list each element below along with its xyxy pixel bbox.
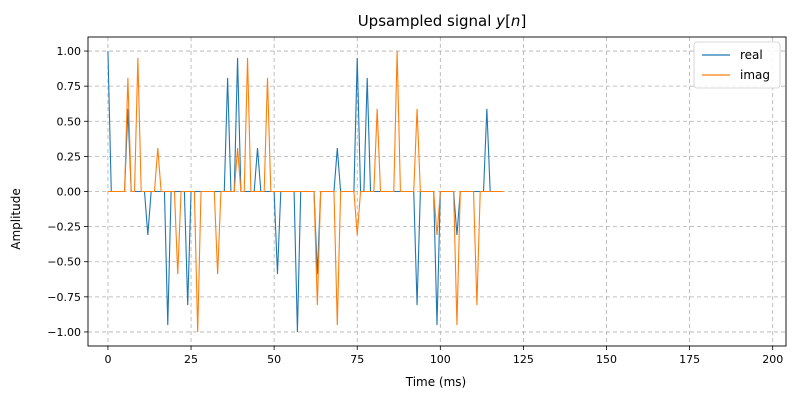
- y-tick-label: −0.50: [47, 256, 81, 269]
- x-tick-label: 75: [350, 353, 364, 366]
- y-tick-label: 0.50: [57, 115, 82, 128]
- x-tick-label: 100: [430, 353, 451, 366]
- x-tick-label: 25: [184, 353, 198, 366]
- x-tick-label: 150: [596, 353, 617, 366]
- x-tick-label: 175: [679, 353, 700, 366]
- y-axis-label: Amplitude: [9, 188, 23, 250]
- x-tick-label: 125: [513, 353, 534, 366]
- y-tick-label: −0.75: [47, 291, 81, 304]
- y-tick-label: −1.00: [47, 326, 81, 339]
- legend-label-real: real: [740, 48, 763, 62]
- y-tick-label: 0.25: [57, 150, 82, 163]
- y-tick-label: −0.25: [47, 221, 81, 234]
- x-axis-label: Time (ms): [405, 375, 467, 389]
- series-line-imag: [107, 51, 504, 332]
- chart-title: Upsampled signal y[n]: [358, 12, 527, 30]
- legend-label-imag: imag: [740, 68, 770, 82]
- legend-box: [693, 41, 781, 89]
- x-tick-label: 200: [762, 353, 783, 366]
- y-tick-label: 1.00: [57, 45, 82, 58]
- x-tick-label: 0: [104, 353, 111, 366]
- y-tick-label: 0.75: [57, 80, 82, 93]
- y-tick-label: 0.00: [57, 186, 82, 199]
- x-tick-label: 50: [267, 353, 281, 366]
